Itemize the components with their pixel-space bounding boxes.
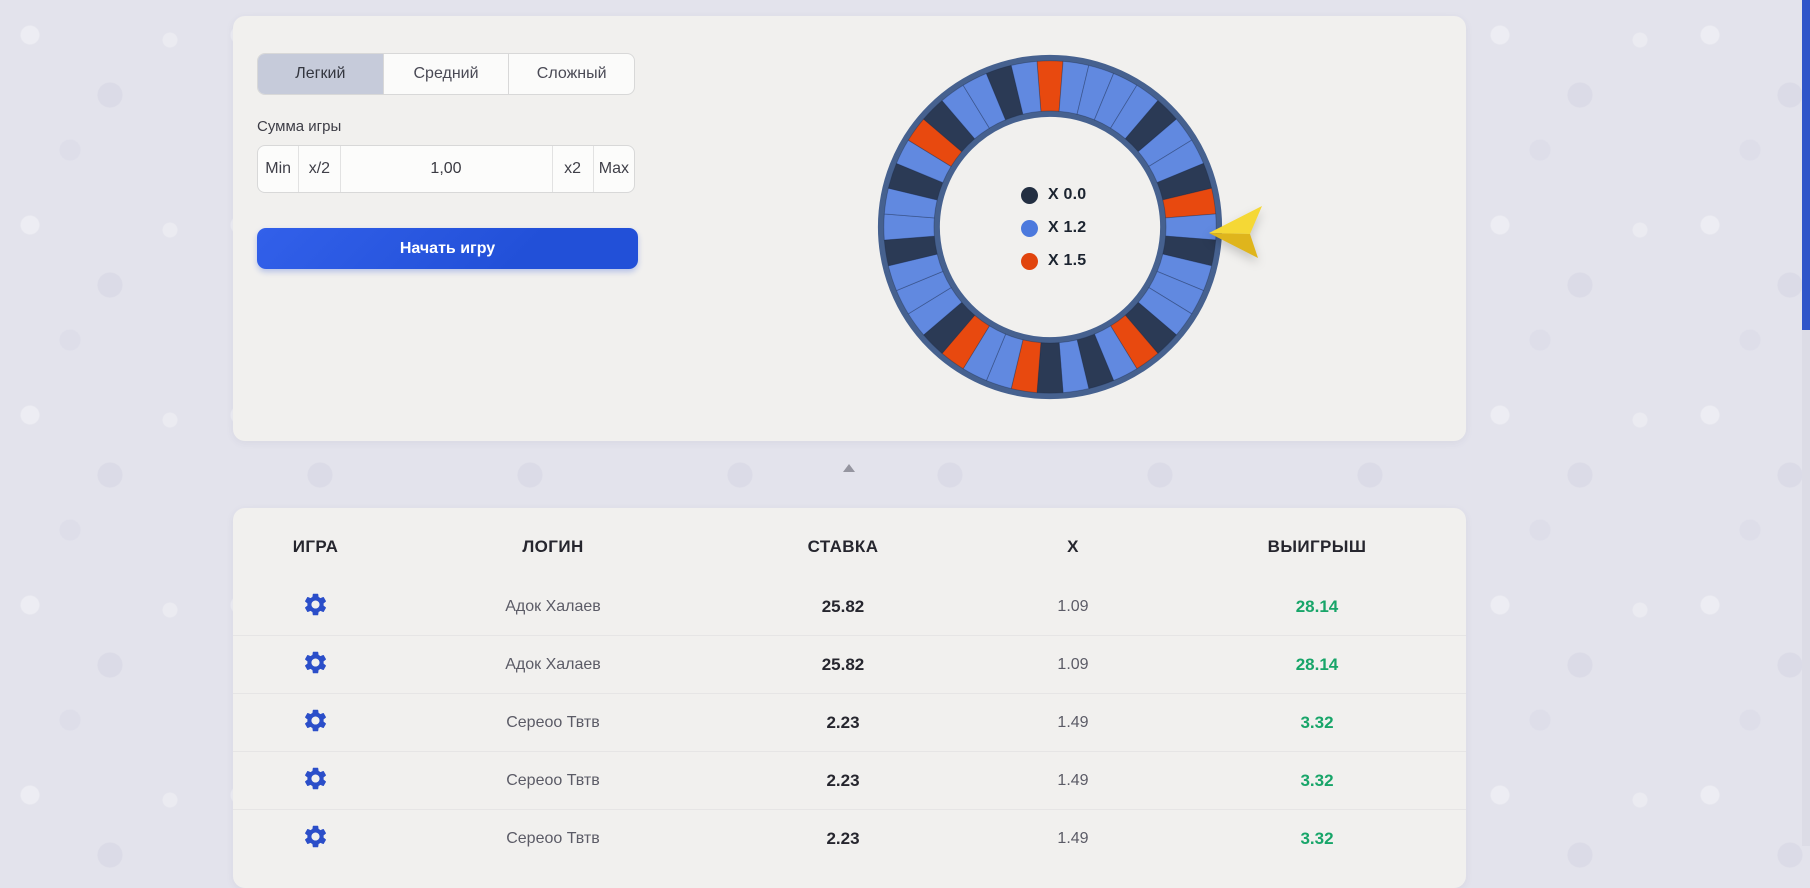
gear-icon	[302, 765, 329, 792]
legend-item-x15: X 1.5	[1021, 252, 1087, 270]
table-row: Сереоо Твтв 2.23 1.49 3.32	[233, 693, 1466, 751]
collapse-toggle-button[interactable]	[842, 462, 856, 474]
legend-item-x12: X 1.2	[1021, 219, 1087, 237]
wheel-pointer-icon	[1209, 206, 1262, 258]
login-cell: Сереоо Твтв	[506, 829, 600, 847]
legend-label: X 1.2	[1048, 219, 1087, 236]
col-header-bet: СТАВКА	[807, 537, 879, 556]
fortune-wheel	[873, 50, 1227, 404]
bet-double-button[interactable]: x2	[553, 146, 594, 192]
legend-dot-navy-icon	[1021, 186, 1038, 204]
legend-label: X 1.5	[1048, 252, 1087, 269]
start-game-button[interactable]: Начать игру	[257, 228, 638, 269]
bet-cell: 25.82	[821, 596, 865, 616]
multiplier-cell: 1.49	[1057, 771, 1089, 789]
bet-cell: 2.23	[826, 828, 860, 848]
history-table-card: ИГРА ЛОГИН СТАВКА X ВЫИГРЫШ Адок Халаев …	[233, 508, 1466, 888]
bet-cell: 2.23	[826, 712, 860, 732]
bet-min-button[interactable]: Min	[258, 146, 300, 192]
table-header-row: ИГРА ЛОГИН СТАВКА X ВЫИГРЫШ	[233, 508, 1466, 578]
table-row: Сереоо Твтв 2.23 1.49 3.32	[233, 809, 1466, 867]
bet-half-button[interactable]: x/2	[299, 146, 341, 192]
game-cell	[233, 765, 398, 797]
bet-cell: 2.23	[826, 770, 860, 790]
col-header-game: ИГРА	[292, 537, 339, 556]
game-cell	[233, 707, 398, 739]
gear-icon	[302, 707, 329, 734]
table-body: Адок Халаев 25.82 1.09 28.14 Адок Халаев…	[233, 578, 1466, 867]
scrollbar-thumb[interactable]	[1802, 0, 1810, 330]
tab-easy[interactable]: Легкий	[258, 54, 384, 94]
win-cell: 3.32	[1300, 770, 1334, 790]
table-row: Сереоо Твтв 2.23 1.49 3.32	[233, 751, 1466, 809]
win-cell: 28.14	[1295, 654, 1339, 674]
wheel-ring	[877, 54, 1223, 400]
chevron-up-icon	[843, 464, 855, 472]
login-cell: Адок Халаев	[505, 655, 601, 673]
win-cell: 3.32	[1300, 828, 1334, 848]
win-cell: 28.14	[1295, 596, 1339, 616]
multiplier-cell: 1.49	[1057, 713, 1089, 731]
login-cell: Адок Халаев	[505, 597, 601, 615]
col-header-login: ЛОГИН	[522, 537, 584, 556]
scrollbar-track	[1802, 0, 1810, 846]
legend-dot-orange-icon	[1021, 252, 1038, 270]
bet-amount-label: Сумма игры	[257, 118, 342, 135]
game-panel-card: Легкий Средний Сложный Сумма игры Min x/…	[233, 16, 1466, 441]
wheel-legend: X 0.0 X 1.2 X 1.5	[1021, 186, 1087, 286]
game-cell	[233, 591, 398, 623]
bet-amount-controls: Min x/2 x2 Max	[257, 145, 635, 193]
table-row: Адок Халаев 25.82 1.09 28.14	[233, 578, 1466, 635]
col-header-win: ВЫИГРЫШ	[1267, 537, 1367, 556]
login-cell: Сереоо Твтв	[506, 713, 600, 731]
multiplier-cell: 1.49	[1057, 829, 1089, 847]
game-cell	[233, 649, 398, 681]
legend-item-x0: X 0.0	[1021, 186, 1087, 204]
multiplier-cell: 1.09	[1057, 655, 1089, 673]
tab-medium[interactable]: Средний	[384, 54, 510, 94]
table-row: Адок Халаев 25.82 1.09 28.14	[233, 635, 1466, 693]
col-header-x: X	[1067, 537, 1079, 556]
win-cell: 3.32	[1300, 712, 1334, 732]
gear-icon	[302, 591, 329, 618]
bet-cell: 25.82	[821, 654, 865, 674]
bet-max-button[interactable]: Max	[598, 160, 629, 177]
tab-hard[interactable]: Сложный	[536, 65, 607, 82]
difficulty-tabs: Легкий Средний Сложный	[257, 53, 635, 95]
gear-icon	[302, 649, 329, 676]
login-cell: Сереоо Твтв	[506, 771, 600, 789]
bet-amount-input[interactable]	[340, 146, 553, 192]
game-cell	[233, 823, 398, 855]
legend-label: X 0.0	[1048, 186, 1087, 203]
gear-icon	[302, 823, 329, 850]
multiplier-cell: 1.09	[1057, 597, 1089, 615]
legend-dot-blue-icon	[1021, 219, 1038, 237]
